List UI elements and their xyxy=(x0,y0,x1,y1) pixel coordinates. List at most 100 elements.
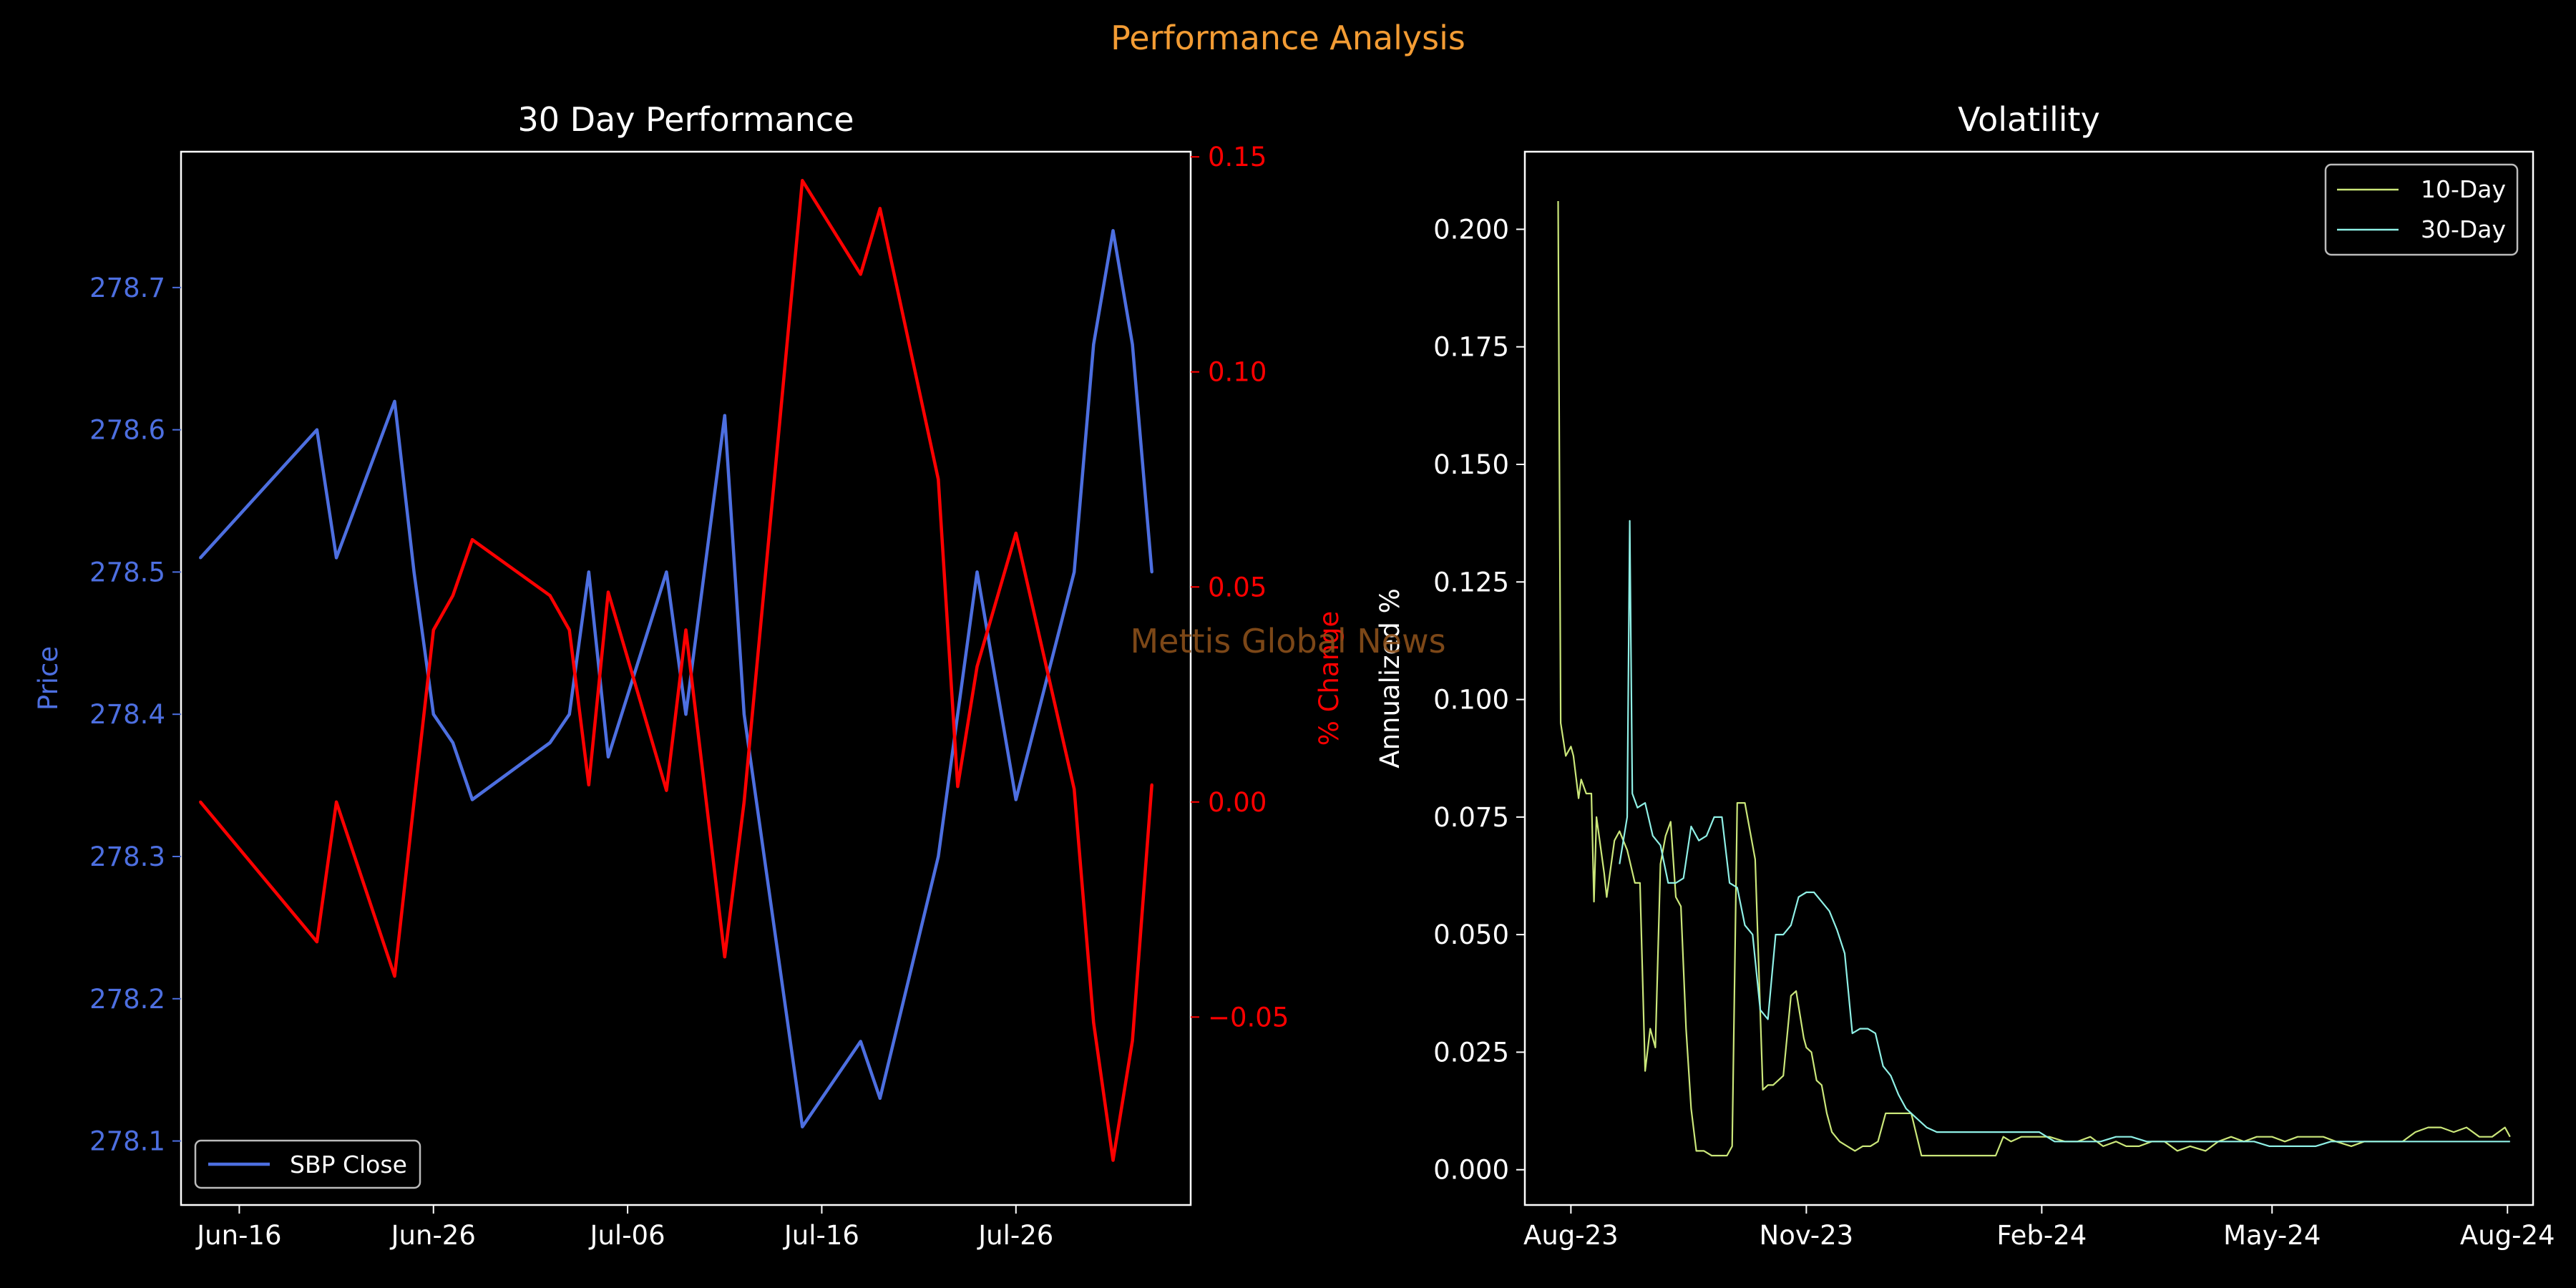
price-y-tick-label: 278.4 xyxy=(89,699,165,730)
price-y-tick-label: 278.5 xyxy=(89,557,165,587)
pct-y-tick-label: 0.00 xyxy=(1208,787,1267,818)
pct-change-point xyxy=(606,590,610,594)
price-y-tick-label: 278.6 xyxy=(89,415,165,446)
volatility-y-tick-label: 0.150 xyxy=(1433,449,1509,480)
volatility-x-tick-label: Nov-23 xyxy=(1760,1220,1854,1251)
performance-legend: SBP Close xyxy=(194,1139,421,1189)
pct-change-point xyxy=(548,594,552,597)
sbp-close-point xyxy=(1092,343,1096,346)
volatility-y-tick-label: 0.125 xyxy=(1433,567,1509,597)
pct-change-point xyxy=(431,628,435,632)
performance-chart: 30 Day Performance Jun-16 Jun-26 Jul-06 Jul-… xyxy=(33,100,1345,1251)
pct-change-point xyxy=(1073,787,1076,791)
legend-label-30-day: 30-Day xyxy=(2421,215,2506,243)
pct-change-point xyxy=(859,273,862,276)
sbp-close-point xyxy=(665,570,668,574)
pct-change-point xyxy=(412,800,416,804)
volatility-10-day-line xyxy=(1557,200,2511,1157)
volatility-axes-frame xyxy=(1523,150,2534,1206)
pct-change-point xyxy=(587,783,590,786)
sbp-close-point xyxy=(937,854,940,858)
pct-change-point xyxy=(801,179,804,182)
volatility-axis-label: Annualized % xyxy=(1375,588,1405,768)
performance-x-tick-label: Jun-26 xyxy=(390,1220,476,1251)
performance-x-tick-label: Jul-16 xyxy=(783,1220,859,1251)
figure-suptitle: Performance Analysis xyxy=(1111,19,1465,57)
sbp-close-point xyxy=(335,556,338,560)
legend-label-sbp-close: SBP Close xyxy=(290,1151,407,1179)
price-y-tick-label: 278.2 xyxy=(89,984,165,1015)
sbp-close-point xyxy=(451,741,454,744)
sbp-close-point xyxy=(606,755,610,758)
volatility-y-tick-label: 0.175 xyxy=(1433,332,1509,363)
sbp-close-point xyxy=(1014,798,1018,801)
pct-change-point xyxy=(1131,1039,1134,1043)
sbp-close-point xyxy=(567,713,571,716)
sbp-close-point xyxy=(1111,229,1115,233)
volatility-x-tick-label: May-24 xyxy=(2223,1220,2321,1251)
volatility-y-tick-label: 0.100 xyxy=(1433,685,1509,716)
sbp-close-point xyxy=(723,414,726,417)
volatility-x-tick-label: Aug-23 xyxy=(1523,1220,1619,1251)
pct-change-point xyxy=(665,789,668,792)
legend-label-10-day: 10-Day xyxy=(2421,175,2506,203)
pct-y-tick-label: 0.05 xyxy=(1208,572,1267,602)
pct-change-point xyxy=(199,800,203,804)
price-y-tick-label: 278.1 xyxy=(89,1126,165,1157)
watermark: Mettis Global News xyxy=(1130,622,1445,660)
pct-change-point xyxy=(937,478,940,482)
pct-change-point xyxy=(315,940,318,944)
sbp-close-point xyxy=(956,713,960,716)
price-y-tick-label: 278.7 xyxy=(89,273,165,303)
pct-change-point xyxy=(723,955,726,959)
pct-change-point xyxy=(393,975,396,978)
sbp-close-point xyxy=(548,741,552,744)
sbp-close-point xyxy=(587,570,590,574)
sbp-close-point xyxy=(1150,570,1153,574)
pct-change-point xyxy=(1092,1021,1096,1025)
pct-y-tick-label: 0.10 xyxy=(1208,357,1267,388)
volatility-y-tick-label: 0.075 xyxy=(1433,802,1509,833)
sbp-close-point xyxy=(878,1096,882,1100)
price-axis-label: Price xyxy=(33,646,64,711)
pct-y-tick-label: −0.05 xyxy=(1208,1002,1289,1033)
pct-y-tick-label: 0.15 xyxy=(1208,142,1267,172)
volatility-y-tick-label: 0.000 xyxy=(1433,1155,1509,1186)
performance-axes-frame xyxy=(180,150,1192,1206)
sbp-close-point xyxy=(1073,570,1076,574)
sbp-close-point xyxy=(801,1125,804,1128)
pct-change-point xyxy=(878,207,882,210)
sbp-close-point xyxy=(859,1040,862,1043)
performance-legend-box xyxy=(194,1139,421,1189)
pct-change-line xyxy=(199,179,1153,1162)
pct-change-point xyxy=(1150,783,1153,786)
sbp-close-point xyxy=(199,556,203,560)
pct-change-point xyxy=(1014,532,1018,535)
pct-axis-label: % Change xyxy=(1314,611,1345,746)
price-y-tick-label: 278.3 xyxy=(89,841,165,872)
sbp-close-line xyxy=(199,229,1153,1128)
sbp-close-point xyxy=(412,570,416,574)
performance-title: 30 Day Performance xyxy=(517,100,854,139)
sbp-close-point xyxy=(742,713,746,716)
pct-change-point xyxy=(471,538,474,542)
pct-change-point xyxy=(975,665,979,668)
pct-change-point xyxy=(1111,1158,1115,1162)
pct-change-point xyxy=(742,800,746,804)
volatility-y-tick-label: 0.050 xyxy=(1433,919,1509,950)
pct-change-point xyxy=(335,800,338,804)
sbp-close-point xyxy=(1131,343,1134,346)
volatility-30-day-line xyxy=(1619,519,2510,1147)
volatility-chart: Volatility Aug-23 Nov-23 Feb-24 May-24 Aug-24… xyxy=(1375,100,2555,1251)
sbp-close-point xyxy=(315,428,318,431)
performance-x-tick-label: Jun-16 xyxy=(195,1220,281,1251)
volatility-y-tick-label: 0.025 xyxy=(1433,1037,1509,1068)
volatility-legend: 10-Day 30-Day xyxy=(2324,163,2519,256)
pct-change-point xyxy=(567,628,571,632)
sbp-close-point xyxy=(684,713,688,716)
volatility-x-tick-label: Aug-24 xyxy=(2460,1220,2555,1251)
sbp-close-point xyxy=(975,570,979,574)
volatility-title: Volatility xyxy=(1958,100,2100,139)
